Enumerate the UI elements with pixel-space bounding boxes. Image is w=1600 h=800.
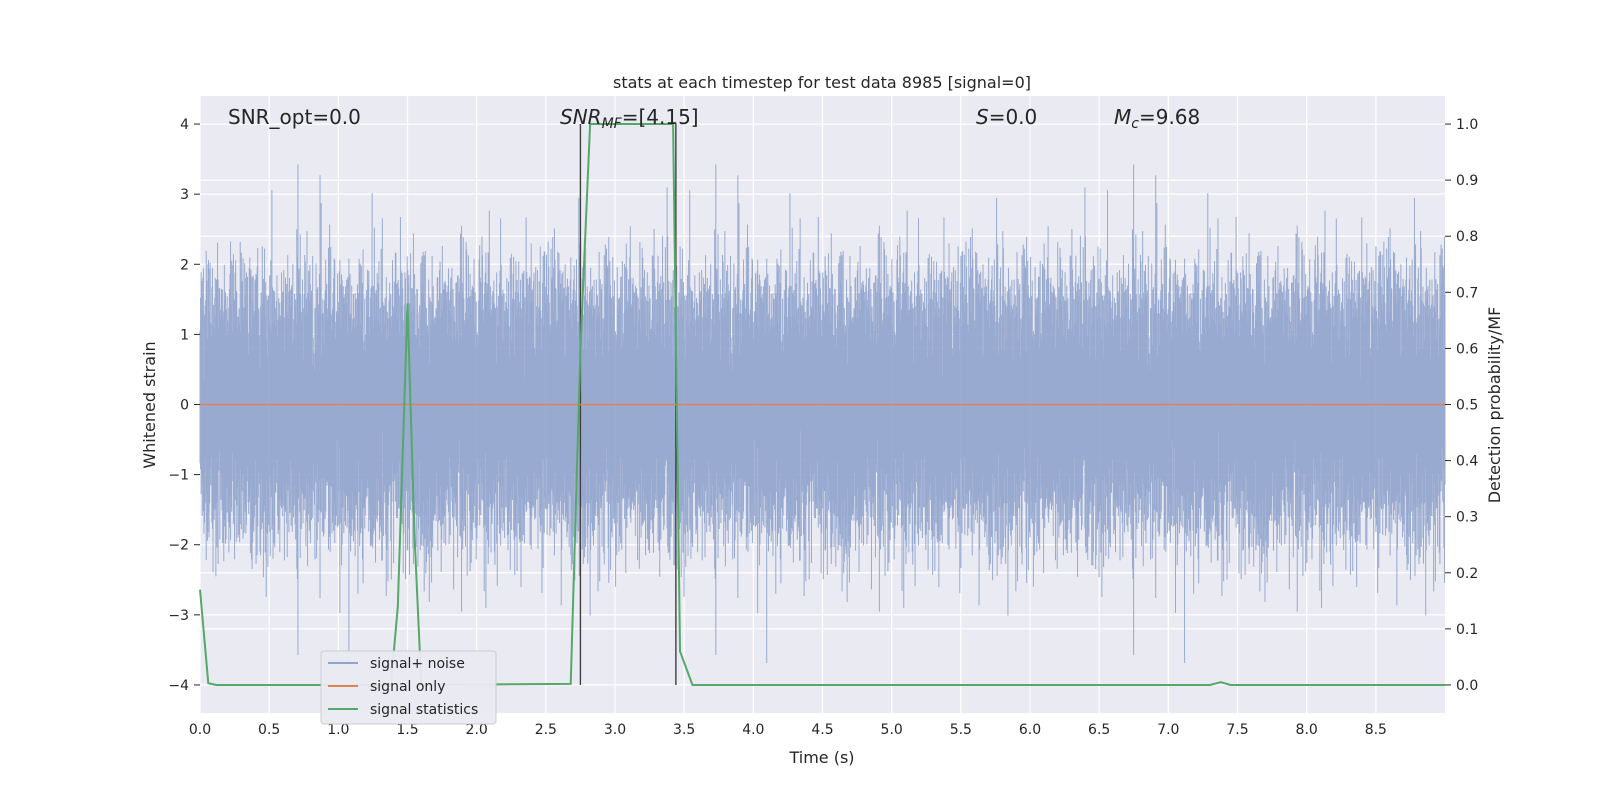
y-tick-label-left: 1 — [180, 327, 189, 343]
x-tick-label: 7.0 — [1157, 722, 1179, 738]
x-tick-label: 1.0 — [327, 722, 349, 738]
annotation-snr-mf-value: =[4.15] — [622, 105, 699, 129]
legend: signal+ noise signal only signal statist… — [320, 650, 497, 725]
y-tick-label-left: −4 — [168, 678, 189, 694]
y-axis-right-ticks: 0.0 0.1 0.2 0.3 0.4 0.5 0.6 0.7 0.8 0.9 1.0 — [1445, 117, 1478, 694]
annotation-snr-opt: SNR_opt=0.0 — [228, 105, 361, 129]
x-tick-label: 2.0 — [466, 722, 488, 738]
y-tick-label-right: 0.9 — [1456, 173, 1478, 189]
x-tick-label: 3.0 — [604, 722, 626, 738]
x-tick-label: 5.0 — [881, 722, 903, 738]
y-tick-label-right: 1.0 — [1456, 117, 1478, 133]
y-axis-left-ticks: −4 −3 −2 −1 0 1 2 3 4 — [168, 117, 200, 694]
x-axis-label: Time (s) — [788, 748, 854, 767]
x-tick-label: 0.0 — [189, 722, 211, 738]
x-tick-label: 5.5 — [950, 722, 972, 738]
x-tick-label: 8.5 — [1365, 722, 1387, 738]
legend-label-signal-only: signal only — [370, 679, 445, 695]
y-tick-label-left: 4 — [180, 117, 189, 133]
y-axis-left-label: Whitened strain — [140, 341, 159, 468]
y-tick-label-right: 0.2 — [1456, 566, 1478, 582]
y-tick-label-left: −3 — [168, 608, 189, 624]
legend-label-signal-statistics: signal statistics — [370, 702, 478, 718]
x-tick-label: 0.5 — [258, 722, 280, 738]
annotation-mc-value: =9.68 — [1139, 105, 1200, 129]
chart-title: stats at each timestep for test data 898… — [613, 73, 1031, 92]
x-tick-label: 8.0 — [1296, 722, 1318, 738]
annotation-mc-label: M — [1114, 105, 1131, 129]
x-tick-label: 6.0 — [1019, 722, 1041, 738]
annotation-mc: Mc=9.68 — [1114, 105, 1200, 132]
annotation-s-value: =0.0 — [989, 105, 1038, 129]
y-tick-label-left: −1 — [168, 468, 189, 484]
y-tick-label-right: 0.0 — [1456, 678, 1478, 694]
x-axis-ticks: 0.0 0.5 1.0 1.5 2.0 2.5 3.0 3.5 4.0 4.5 5.0 5.5 6.0 6… — [189, 722, 1387, 738]
y-tick-label-right: 0.6 — [1456, 341, 1478, 357]
x-tick-label: 7.5 — [1226, 722, 1248, 738]
y-tick-label-right: 0.4 — [1456, 454, 1478, 470]
y-axis-right-label: Detection probability/MF — [1485, 307, 1504, 504]
legend-label-signal-noise: signal+ noise — [370, 656, 465, 672]
y-tick-label-right: 0.7 — [1456, 285, 1478, 301]
annotation-s-label: S — [976, 105, 989, 129]
y-tick-label-right: 0.5 — [1456, 398, 1478, 414]
annotation-s: S=0.0 — [976, 105, 1037, 129]
annotation-mc-sub: c — [1131, 116, 1139, 132]
y-tick-label-left: 3 — [180, 187, 189, 203]
y-tick-label-right: 0.1 — [1456, 622, 1478, 638]
x-tick-label: 6.5 — [1088, 722, 1110, 738]
annotation-snr-mf: SNRMF=[4.15] — [560, 105, 699, 132]
annotation-snr-mf-sub: MF — [602, 116, 623, 132]
annotation-snr-mf-label: SNR — [560, 105, 602, 129]
legend-box — [320, 650, 497, 725]
x-tick-label: 2.5 — [535, 722, 557, 738]
x-tick-label: 1.5 — [396, 722, 418, 738]
y-tick-label-right: 0.3 — [1456, 510, 1478, 526]
x-tick-label: 4.0 — [742, 722, 764, 738]
x-tick-label: 4.5 — [811, 722, 833, 738]
x-tick-label: 3.5 — [673, 722, 695, 738]
y-tick-label-left: 0 — [180, 398, 189, 414]
y-tick-label-left: −2 — [168, 538, 189, 554]
y-tick-label-left: 2 — [180, 257, 189, 273]
y-tick-label-right: 0.8 — [1456, 229, 1478, 245]
